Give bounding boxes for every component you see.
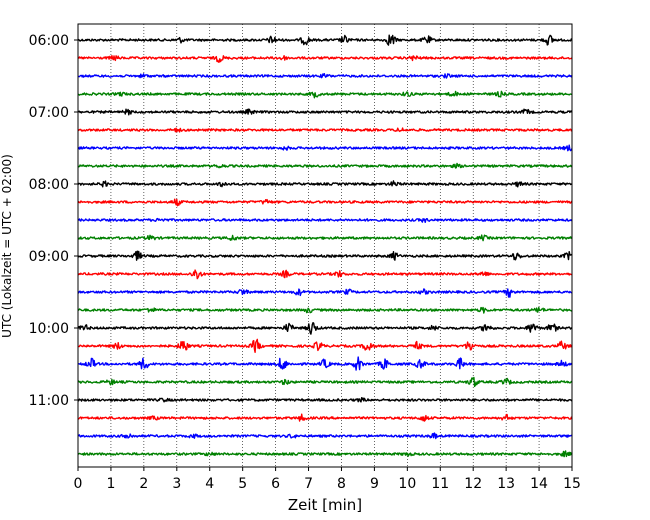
- trace-0600: [77, 34, 572, 46]
- trace-0930: [77, 288, 573, 298]
- x-tick-label: 5: [238, 476, 247, 492]
- plot-frame: [77, 23, 573, 468]
- trace-0815: [77, 198, 573, 207]
- trace-0830: [77, 217, 573, 223]
- vertical-grid: [110, 24, 540, 467]
- y-tick-label: 07:00: [29, 105, 69, 121]
- trace-1000: [77, 322, 573, 335]
- trace-0715: [77, 127, 573, 133]
- trace-1130: [77, 432, 573, 440]
- trace-0745: [77, 162, 572, 169]
- x-tick-label: 15: [563, 476, 581, 492]
- y-tick-label: 09:00: [29, 249, 69, 265]
- trace-0900: [77, 250, 573, 261]
- y-axis: 06:00 07:00 08:00 09:00 10:00 11:00: [29, 33, 78, 409]
- trace-0645: [77, 90, 573, 99]
- x-tick-label: 14: [530, 476, 548, 492]
- trace-0700: [77, 108, 573, 116]
- trace-1045: [77, 376, 573, 388]
- x-tick-label: 7: [304, 476, 313, 492]
- y-tick-label: 08:00: [29, 177, 69, 193]
- trace-0630: [77, 73, 573, 79]
- x-tick-label: 3: [172, 476, 181, 492]
- y-tick-label: 11:00: [29, 393, 69, 409]
- trace-1015: [77, 338, 573, 353]
- trace-1100: [77, 397, 573, 403]
- trace-0945: [77, 306, 573, 314]
- x-tick-label: 13: [497, 476, 515, 492]
- trace-0915: [77, 269, 573, 280]
- x-tick-label: 12: [464, 476, 482, 492]
- trace-group: [77, 34, 573, 458]
- trace-1115: [78, 413, 573, 422]
- x-tick-label: 2: [139, 476, 148, 492]
- trace-1030: [77, 356, 573, 371]
- x-tick-label: 4: [205, 476, 214, 492]
- x-tick-label: 10: [398, 476, 416, 492]
- x-axis: 0 1 2 3 4 5 6 7 8 9 10 11 12 13 14 15: [74, 467, 581, 492]
- x-tick-label: 6: [271, 476, 280, 492]
- x-tick-label: 9: [370, 476, 379, 492]
- trace-1145: [77, 450, 573, 458]
- x-tick-label: 8: [337, 476, 346, 492]
- trace-0615: [77, 55, 573, 63]
- x-axis-label: Zeit [min]: [288, 496, 362, 514]
- x-tick-label: 1: [106, 476, 115, 492]
- trace-0845: [77, 234, 573, 242]
- y-axis-label: UTC (Lokalzeit = UTC + 02:00): [0, 154, 14, 338]
- y-tick-label: 10:00: [29, 321, 69, 337]
- trace-0800: [77, 180, 573, 188]
- x-tick-label: 0: [74, 476, 83, 492]
- y-tick-label: 06:00: [29, 33, 69, 49]
- x-tick-label: 11: [431, 476, 449, 492]
- trace-0730: [77, 144, 573, 152]
